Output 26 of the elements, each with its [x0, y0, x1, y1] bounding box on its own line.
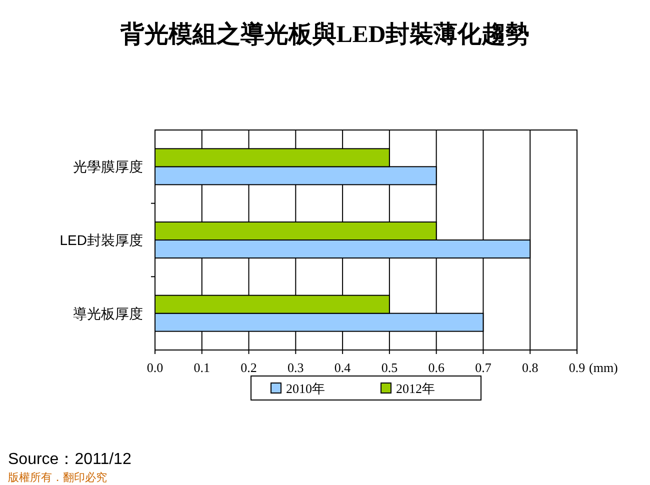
x-tick-label: 0.2 — [240, 360, 257, 375]
source-note: Source：2011/12 — [8, 451, 132, 468]
x-tick-label: 0.6 — [428, 360, 445, 375]
x-tick-label: 0.4 — [334, 360, 352, 375]
x-tick-label: 0.9 — [568, 360, 586, 375]
bar — [154, 312, 484, 332]
x-tick-label: 0.3 — [288, 360, 304, 375]
x-tick-label: 0.7 — [475, 360, 492, 375]
x-tick-label: 0.1 — [194, 360, 210, 375]
text: 版權所有．翻印必究 — [8, 471, 107, 484]
y-tick-label: 導光板厚度 — [73, 305, 143, 322]
legend-label: 2010年 — [286, 381, 325, 396]
bar — [154, 148, 390, 168]
legend-label: 2012年 — [396, 381, 435, 396]
plot: 0.0 0.1 0.2 0.3 0.4 0.5 0.6 0.7 0.8 0.9 (mm) 光學膜厚度 LED封裝厚度 導光板厚度 — [60, 130, 618, 375]
y-tick-label: 光學膜厚度 — [73, 158, 143, 175]
bar — [154, 240, 531, 258]
x-tick-label: 0.5 — [381, 360, 398, 375]
x-tick-label: 0.0 — [146, 360, 164, 375]
chart-title: 背光模組之導光板與LED封裝薄化趨勢 — [119, 21, 530, 48]
bar — [154, 294, 390, 314]
bar — [154, 222, 437, 240]
x-tick-label: 0.8 — [522, 360, 538, 375]
y-tick-label: LED封裝厚度 — [60, 232, 143, 248]
bar — [154, 166, 437, 186]
x-axis-title: (mm) — [589, 360, 618, 375]
